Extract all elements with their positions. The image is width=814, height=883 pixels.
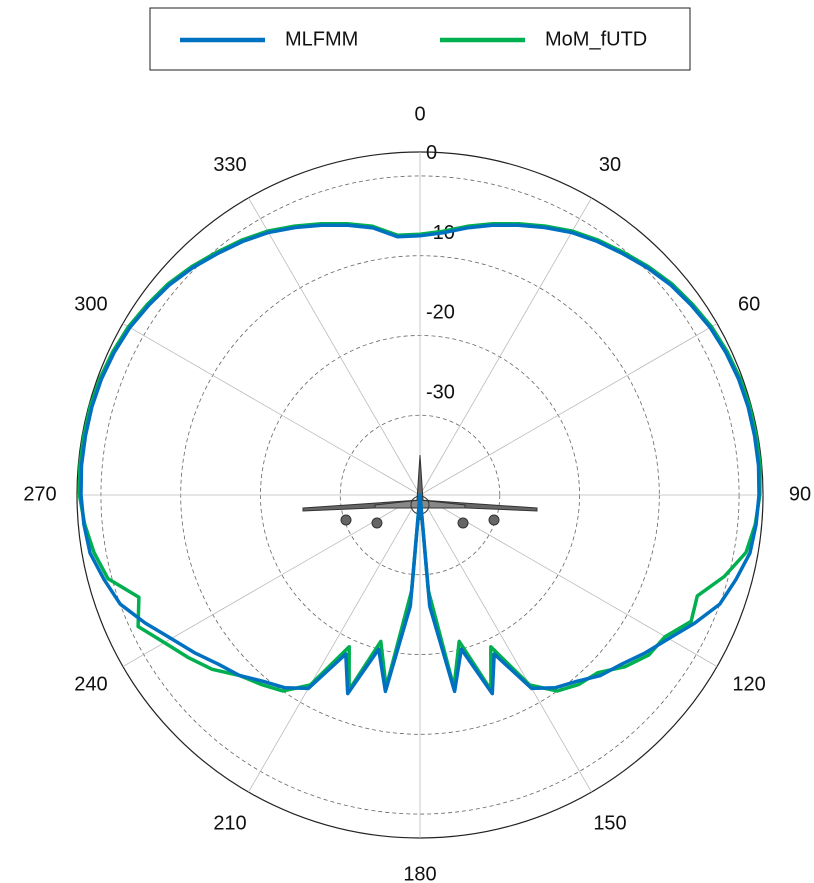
airplane-icon [302,454,538,529]
r-tick-label: -30 [426,382,455,404]
angular-grid [248,197,421,496]
theta-tick-label: 0 [414,103,425,125]
theta-tick-label: 30 [599,154,621,176]
theta-tick-label: 60 [738,293,760,315]
legend-label: MLFMM [285,28,358,50]
theta-tick-label: 210 [213,812,246,834]
angular-grid [419,323,718,496]
angular-grid [122,323,421,496]
theta-tick-label: 180 [403,863,436,883]
angular-grid [248,494,421,793]
angular-grid [419,494,592,793]
theta-tick-label: 120 [732,673,765,695]
theta-tick-label: 300 [74,293,107,315]
theta-tick-label: 270 [23,483,56,505]
series-line [79,223,761,696]
angular-grid [419,197,592,496]
theta-tick-label: 150 [593,812,626,834]
r-tick-label: -20 [426,302,455,324]
r-tick-label: 0 [426,142,437,164]
theta-tick-label: 330 [213,154,246,176]
theta-tick-label: 240 [74,673,107,695]
legend-label: MoM_fUTD [545,28,647,50]
theta-tick-label: 90 [789,483,811,505]
